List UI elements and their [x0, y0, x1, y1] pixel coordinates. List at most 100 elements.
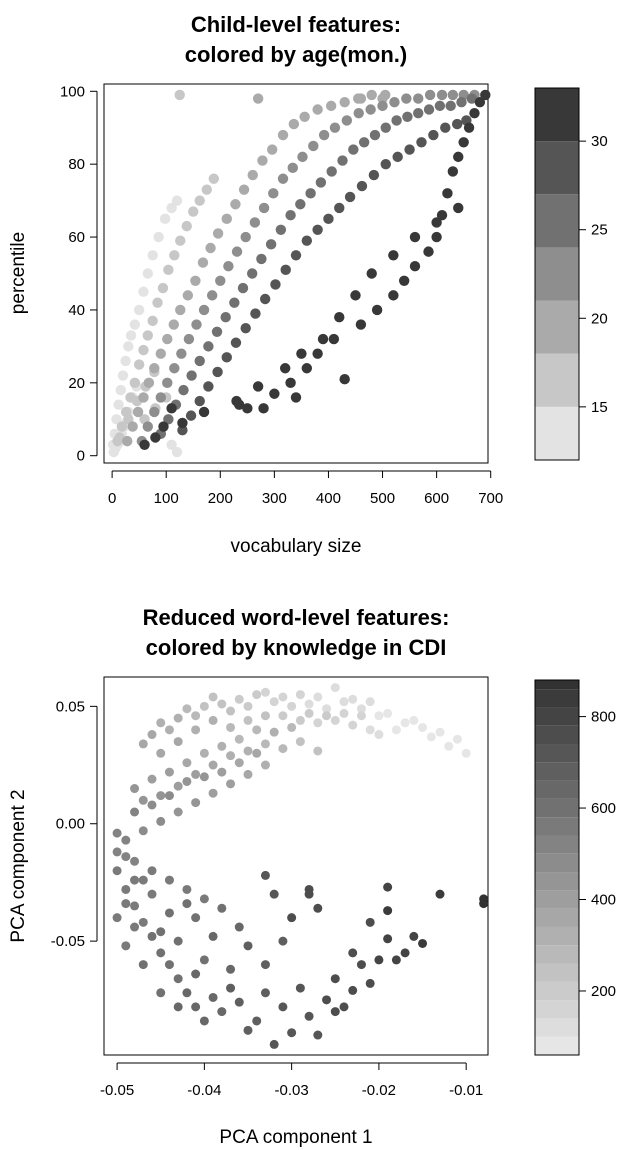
data-point	[199, 772, 209, 782]
chart1-points	[107, 89, 491, 458]
data-point	[377, 100, 388, 112]
data-point	[339, 373, 350, 385]
data-point	[270, 279, 281, 290]
colorbar-bin	[535, 300, 579, 354]
data-point	[182, 290, 194, 301]
data-point	[447, 166, 459, 177]
data-point	[221, 352, 232, 363]
data-point	[269, 1039, 279, 1049]
data-point	[130, 875, 140, 885]
colorbar-bin	[535, 835, 579, 854]
data-point	[164, 875, 174, 885]
data-point	[295, 715, 305, 725]
data-point	[164, 960, 174, 970]
data-point	[191, 319, 202, 330]
chart2-y-axis-label: PCA component 2	[8, 789, 29, 942]
data-point	[112, 847, 122, 857]
data-point	[269, 889, 279, 899]
data-point	[147, 250, 158, 261]
data-point	[312, 348, 323, 359]
colorbar-bin	[535, 890, 579, 909]
data-point	[312, 104, 323, 115]
data-point	[452, 734, 462, 744]
data-point	[391, 725, 401, 735]
data-point	[317, 333, 329, 345]
data-point	[243, 941, 253, 951]
y-tick-label: -0.05	[51, 933, 85, 950]
data-point	[178, 384, 189, 396]
data-point	[304, 889, 314, 899]
data-point	[365, 104, 376, 115]
data-point	[166, 439, 177, 450]
data-point	[463, 122, 475, 133]
colorbar-tick-label: 800	[591, 709, 616, 726]
data-point	[268, 188, 279, 199]
data-point	[431, 231, 442, 243]
data-point	[147, 800, 157, 810]
data-point	[278, 711, 288, 721]
y-tick-label: 20	[68, 375, 85, 392]
data-point	[388, 250, 399, 261]
data-point	[428, 129, 439, 141]
data-point	[480, 89, 491, 101]
x-tick-label: 200	[208, 490, 233, 507]
data-point	[191, 969, 201, 979]
data-point	[156, 816, 166, 826]
colorbar-bin	[535, 926, 579, 946]
data-point	[234, 399, 245, 410]
data-point	[156, 988, 166, 998]
data-point	[356, 711, 366, 721]
data-point	[164, 767, 174, 777]
data-point	[175, 304, 186, 316]
data-point	[348, 985, 358, 995]
data-point	[217, 1007, 227, 1017]
chart2-x-axis: -0.05 -0.04 -0.03 -0.02 -0.01	[100, 1062, 483, 1099]
data-point	[158, 421, 169, 432]
data-point	[226, 751, 236, 761]
colorbar-frame	[534, 679, 580, 1056]
data-point	[348, 948, 358, 958]
data-point	[191, 725, 201, 735]
data-point	[365, 917, 375, 927]
data-point	[440, 122, 451, 133]
data-point	[130, 807, 140, 817]
data-point	[479, 899, 489, 909]
data-point	[341, 115, 353, 126]
data-point	[234, 694, 244, 704]
data-point	[142, 421, 154, 432]
colorbar-bin	[535, 872, 579, 891]
data-point	[155, 392, 166, 403]
data-point	[383, 906, 393, 916]
data-point	[153, 231, 164, 243]
data-point	[226, 706, 236, 716]
data-point	[156, 718, 166, 728]
data-point	[435, 727, 445, 737]
data-point	[287, 701, 297, 711]
data-point	[252, 690, 262, 700]
data-point	[112, 913, 122, 923]
data-point	[436, 209, 448, 221]
data-point	[240, 231, 251, 243]
data-point	[474, 97, 486, 108]
data-point	[365, 725, 375, 735]
data-point	[147, 931, 157, 941]
data-point	[138, 960, 148, 970]
data-point	[444, 741, 454, 751]
data-point	[182, 899, 192, 909]
data-point	[226, 722, 236, 732]
x-tick-label: -0.04	[187, 1082, 221, 1099]
data-point	[431, 217, 442, 228]
data-point	[201, 184, 212, 195]
data-point	[226, 779, 236, 789]
colorbar-tick-label: 200	[591, 983, 616, 1000]
data-point	[392, 151, 403, 163]
colorbar-tick-label: 15	[591, 399, 608, 416]
data-point	[260, 739, 270, 749]
data-point	[435, 889, 445, 899]
data-point	[418, 722, 428, 732]
data-point	[238, 184, 250, 195]
data-point	[322, 995, 332, 1005]
colorbar-tick-label: 25	[591, 222, 608, 239]
data-point	[356, 180, 368, 192]
y-tick-label: 40	[68, 302, 85, 319]
